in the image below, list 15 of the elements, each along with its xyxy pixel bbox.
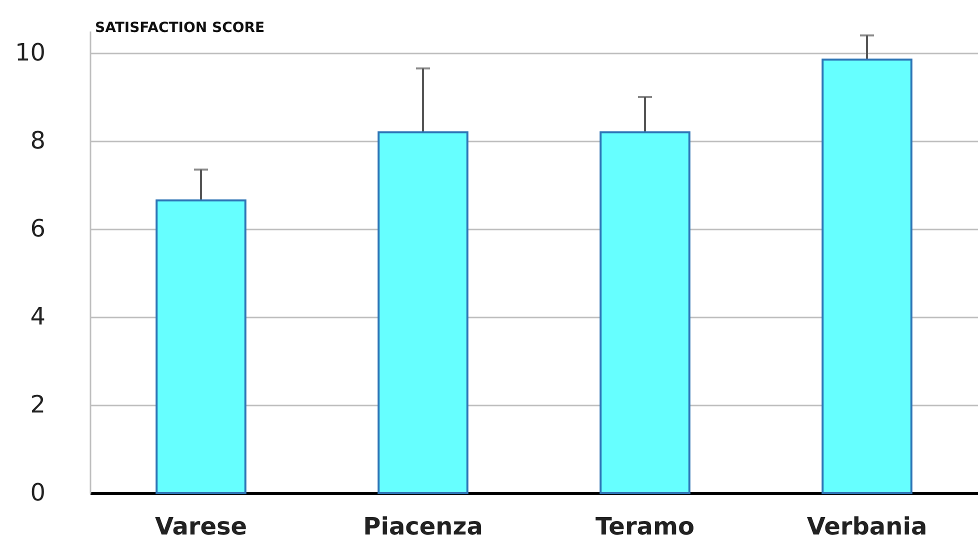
- y-tick-label: 0: [30, 478, 46, 506]
- x-tick-label: Verbania: [806, 512, 928, 540]
- y-tick-label: 4: [30, 302, 46, 330]
- chart-title: SATISFACTION SCORE: [95, 20, 265, 36]
- x-tick-label: Varese: [154, 512, 248, 540]
- y-tick-label: 10: [14, 38, 46, 66]
- x-tick-label: Teramo: [596, 512, 694, 540]
- bar: [600, 131, 690, 494]
- y-tick-label: 8: [30, 126, 46, 154]
- bar: [156, 199, 246, 494]
- bar: [378, 131, 468, 494]
- x-tick-label: Piacenza: [363, 512, 483, 540]
- y-tick-label: 6: [30, 214, 46, 242]
- bar: [822, 58, 912, 494]
- y-tick-label: 2: [30, 390, 46, 418]
